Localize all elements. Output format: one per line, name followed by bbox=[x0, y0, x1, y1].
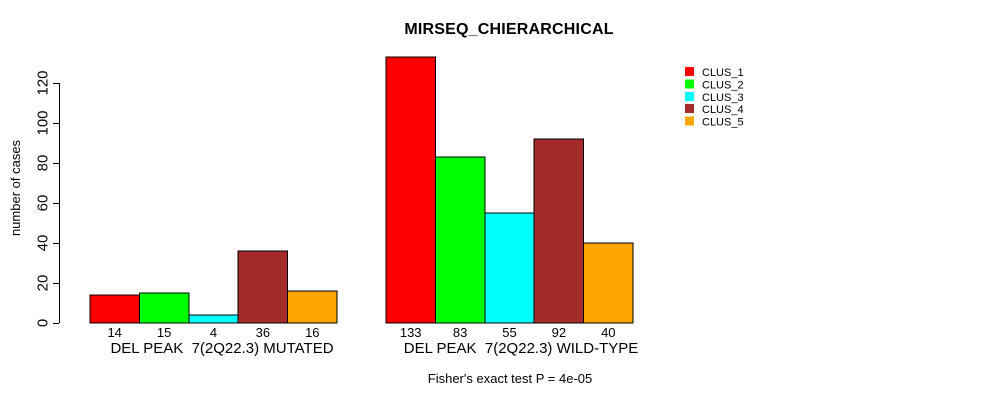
bar-value-label: 14 bbox=[107, 325, 121, 340]
group-label-1: DEL PEAK 7(2Q22.3) MUTATED bbox=[110, 340, 334, 357]
y-axis-tick-label: 60 bbox=[35, 195, 52, 212]
y-axis-title: number of cases bbox=[8, 139, 23, 236]
bar-value-label: 4 bbox=[210, 325, 217, 340]
bar-value-label: 40 bbox=[601, 325, 615, 340]
bar-clus_5-group1 bbox=[287, 290, 338, 324]
bar-value-label: 36 bbox=[256, 325, 270, 340]
bar-clus_1-group2 bbox=[385, 56, 436, 324]
legend-label-clus_5: CLUS_5 bbox=[702, 117, 744, 129]
bar-clus_4-group2 bbox=[533, 138, 585, 324]
bar-value-label: 15 bbox=[157, 325, 171, 340]
legend-swatch-clus_3 bbox=[685, 91, 694, 101]
y-axis: 0 20 40 60 80 100 120 bbox=[35, 70, 60, 327]
legend-swatch-clus_1 bbox=[685, 67, 694, 76]
bar-clus_4-group1 bbox=[237, 250, 289, 324]
legend-label-clus_2: CLUS_2 bbox=[702, 79, 744, 91]
fisher-test-annotation: Fisher's exact test P = 4e-05 bbox=[427, 371, 593, 386]
bar-clus_2-group1 bbox=[138, 292, 190, 324]
bar-value-label: 133 bbox=[400, 325, 422, 340]
legend-label-clus_4: CLUS_4 bbox=[702, 104, 744, 116]
legend-label-clus_3: CLUS_3 bbox=[702, 92, 744, 104]
bar-value-label: 16 bbox=[305, 325, 319, 340]
bar-clus_5-group2 bbox=[583, 242, 634, 324]
bar-labels: 14 15 4 36 16 133 83 55 92 40 bbox=[107, 325, 615, 340]
bar-clus_1-group1 bbox=[89, 294, 140, 324]
legend-swatch-clus_5 bbox=[685, 116, 694, 126]
legend-swatch-clus_2 bbox=[685, 79, 694, 89]
legend-swatch-clus_4 bbox=[685, 104, 694, 114]
y-axis-tick-label: 80 bbox=[35, 155, 52, 172]
bars bbox=[89, 56, 634, 324]
y-axis-tick-label: 0 bbox=[35, 319, 52, 327]
bar-clus_3-group2 bbox=[484, 212, 535, 324]
plot-title: MIRSEQ_CHIERARCHICAL bbox=[404, 21, 614, 38]
legend-label-clus_1: CLUS_1 bbox=[702, 67, 744, 79]
y-axis-tick-label: 40 bbox=[35, 235, 52, 252]
y-axis-tick-label: 20 bbox=[35, 275, 52, 292]
bar-value-label: 92 bbox=[552, 325, 566, 340]
y-axis-tick-label: 100 bbox=[35, 110, 52, 135]
group-label-2: DEL PEAK 7(2Q22.3) WILD-TYPE bbox=[403, 340, 639, 357]
y-axis-tick-label: 120 bbox=[35, 70, 52, 95]
bar-clus_3-group1 bbox=[188, 314, 239, 324]
bar-value-label: 55 bbox=[502, 325, 516, 340]
bar-clus_2-group2 bbox=[434, 156, 486, 324]
bar-value-label: 83 bbox=[453, 325, 467, 340]
